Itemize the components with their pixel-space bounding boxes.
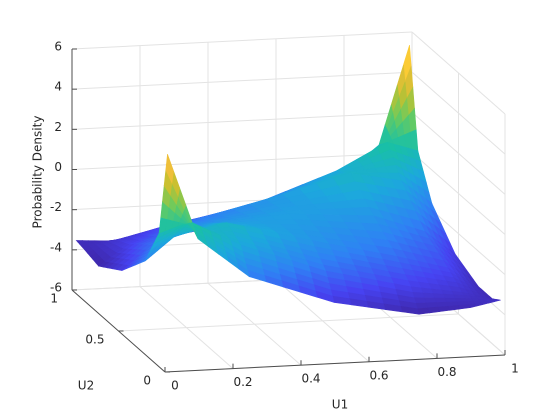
x-axis-label: U1 (332, 398, 348, 412)
grid-line (411, 152, 506, 235)
grid-line (411, 111, 506, 195)
surface-patch (411, 291, 425, 299)
z-tick-label: 6 (54, 40, 62, 54)
x-tick-label: 0.4 (301, 372, 320, 386)
y-tick-label: 0 (143, 374, 151, 388)
grid-line (71, 111, 413, 130)
z-tick-label: -2 (50, 200, 62, 214)
surface-patch (427, 306, 440, 314)
z-tick-label: 0 (54, 160, 62, 174)
y-tick-label: 0.5 (85, 333, 104, 347)
z-tick-label: 2 (54, 120, 62, 134)
surface-patch (437, 305, 451, 312)
z-tick-label: -6 (50, 281, 62, 295)
x-tick-label: 0 (171, 379, 179, 393)
grid-line (411, 31, 506, 115)
surface-patch (417, 307, 430, 315)
surface-patch (423, 297, 437, 304)
grid-line (71, 31, 413, 50)
surface-patch (422, 292, 435, 299)
z-tick-label: -4 (50, 240, 62, 254)
x-tick-label: 0.2 (233, 375, 252, 389)
z-tick-label: 4 (54, 80, 62, 94)
y-axis-label: U2 (78, 379, 94, 393)
grid-line (71, 152, 413, 170)
x-tick-label: 0.8 (437, 365, 456, 379)
x-tick-label: 1 (511, 362, 519, 376)
grid-line (71, 71, 413, 90)
grid-line (118, 313, 459, 332)
surface-patch (434, 297, 447, 303)
y-tick-label: 1 (50, 292, 58, 306)
surface-patch (165, 154, 174, 185)
surface-patch (413, 297, 427, 304)
x-axis (164, 354, 506, 373)
surface (75, 44, 501, 315)
x-tick-label: 0.6 (369, 368, 388, 382)
surface-patch (444, 297, 457, 303)
surface-patch (457, 304, 471, 310)
z-axis-label: Probability Density (31, 116, 45, 229)
grid-line (411, 71, 506, 155)
